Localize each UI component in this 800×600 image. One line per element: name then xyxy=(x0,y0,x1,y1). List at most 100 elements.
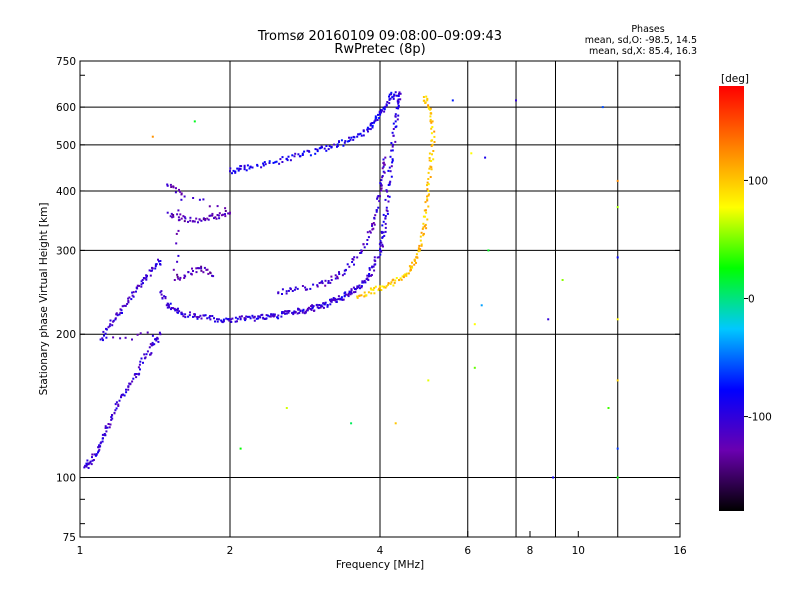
data-point xyxy=(91,456,93,459)
data-point xyxy=(372,265,375,268)
data-point xyxy=(427,107,430,110)
chart-title: Tromsø 20160109 09:08:00–09:09:43 xyxy=(257,29,502,44)
data-point xyxy=(123,394,126,397)
data-point xyxy=(427,106,430,108)
data-point xyxy=(190,273,193,276)
data-point xyxy=(373,287,376,289)
data-point xyxy=(159,263,162,266)
data-point xyxy=(244,319,247,322)
data-point xyxy=(120,393,123,396)
data-point xyxy=(388,182,391,185)
data-point xyxy=(158,260,160,263)
data-point xyxy=(172,307,174,310)
data-point xyxy=(616,206,619,209)
data-point xyxy=(338,273,341,275)
data-point xyxy=(388,102,391,105)
data-point xyxy=(427,183,430,186)
data-point xyxy=(127,297,130,300)
data-point xyxy=(136,333,139,336)
data-point xyxy=(398,92,400,95)
data-point xyxy=(243,168,246,171)
data-point xyxy=(393,281,396,284)
data-point xyxy=(422,232,425,235)
data-point xyxy=(381,175,384,177)
data-point xyxy=(148,346,151,349)
data-point xyxy=(350,136,353,139)
data-point xyxy=(371,122,374,124)
data-point xyxy=(422,215,425,218)
data-point xyxy=(380,250,383,253)
data-point xyxy=(174,191,177,194)
data-point xyxy=(547,318,550,321)
data-point xyxy=(334,299,336,302)
data-point xyxy=(396,100,399,103)
data-point xyxy=(184,316,187,319)
data-point xyxy=(354,288,356,290)
data-point xyxy=(384,217,387,220)
data-point xyxy=(294,152,297,155)
data-point xyxy=(176,275,179,278)
data-point xyxy=(116,314,119,317)
data-point xyxy=(208,205,211,208)
data-point xyxy=(395,125,398,128)
data-point xyxy=(269,315,272,318)
data-point xyxy=(334,297,337,300)
data-point xyxy=(93,453,96,456)
data-point xyxy=(304,286,307,289)
data-point xyxy=(308,306,310,309)
data-point xyxy=(246,164,249,167)
data-point xyxy=(397,104,400,107)
data-point xyxy=(154,267,157,270)
data-point xyxy=(430,121,433,124)
data-point xyxy=(382,231,385,234)
data-point xyxy=(366,231,369,234)
data-point xyxy=(429,120,432,123)
data-point xyxy=(381,167,384,170)
data-point xyxy=(376,119,379,121)
data-point xyxy=(385,285,388,288)
data-point xyxy=(301,285,304,287)
data-point xyxy=(292,313,295,316)
data-point xyxy=(380,111,383,114)
data-point xyxy=(207,218,210,221)
data-point xyxy=(159,260,162,262)
data-point xyxy=(616,476,619,479)
data-point xyxy=(392,122,395,125)
data-point xyxy=(232,169,235,172)
data-point xyxy=(262,316,265,319)
data-point xyxy=(318,282,321,284)
data-point xyxy=(200,265,203,268)
data-point xyxy=(383,163,386,166)
data-point xyxy=(170,307,173,309)
data-point xyxy=(293,310,296,313)
data-point xyxy=(211,214,214,217)
data-point xyxy=(373,292,376,295)
data-point xyxy=(160,293,163,296)
data-point xyxy=(394,422,397,425)
data-point xyxy=(384,215,387,217)
data-point xyxy=(391,279,394,282)
data-point xyxy=(178,310,181,313)
data-point xyxy=(382,165,385,168)
data-point xyxy=(97,451,99,454)
data-point xyxy=(230,321,233,323)
data-point xyxy=(391,131,394,134)
data-point xyxy=(179,213,182,216)
data-point xyxy=(301,152,304,155)
data-point xyxy=(127,385,130,388)
data-point xyxy=(221,321,224,324)
data-point xyxy=(358,284,361,287)
data-point xyxy=(392,97,395,100)
data-point xyxy=(160,290,163,293)
data-point xyxy=(118,313,121,316)
data-point xyxy=(273,313,276,316)
data-point xyxy=(397,98,400,101)
data-point xyxy=(392,95,395,98)
data-point xyxy=(238,168,241,171)
y-tick-label: 750 xyxy=(56,56,76,68)
data-point xyxy=(142,282,144,285)
data-point xyxy=(119,337,122,340)
data-point xyxy=(138,363,141,366)
data-point xyxy=(200,219,203,222)
data-point xyxy=(198,267,201,270)
